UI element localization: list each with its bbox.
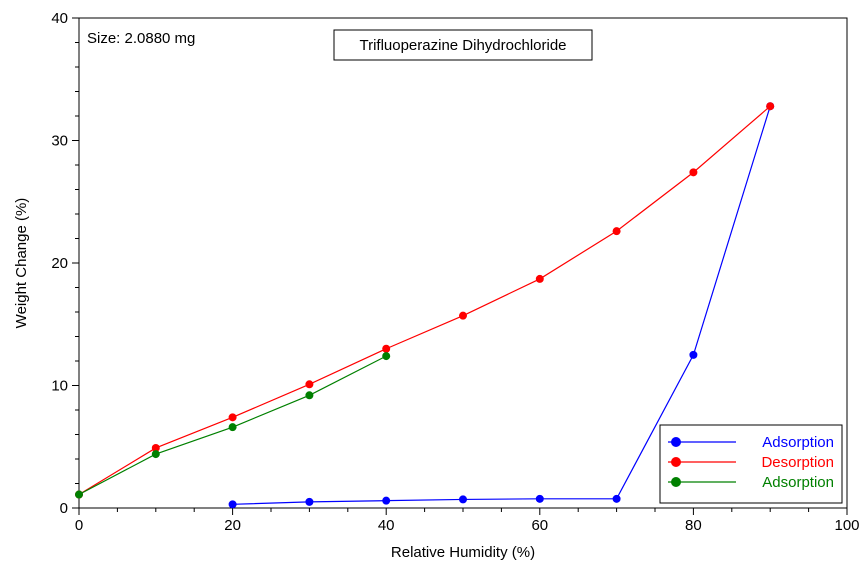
data-point [305, 497, 314, 506]
x-tick-label: 40 [378, 517, 395, 534]
data-point [382, 496, 391, 505]
chart-title: Trifluoperazine Dihydrochloride [359, 37, 566, 54]
y-tick-label: 30 [51, 133, 68, 150]
sample-size-annotation: Size: 2.0880 mg [87, 30, 195, 47]
y-tick-label: 20 [51, 255, 68, 272]
data-point [535, 494, 544, 503]
data-point [612, 494, 621, 503]
data-point [459, 495, 467, 504]
y-axis: 0 10 20 30 40 [51, 10, 79, 517]
legend-label: Desorption [761, 454, 834, 471]
data-point [766, 102, 775, 111]
legend-label: Adsorption [762, 434, 834, 451]
data-point [151, 443, 160, 452]
y-tick-label: 0 [60, 500, 68, 517]
x-tick-label: 80 [685, 517, 702, 534]
data-point [228, 423, 237, 432]
series-3-adsorption [75, 352, 391, 499]
series-line [78, 105, 771, 496]
y-tick-label: 10 [51, 378, 68, 395]
data-point [459, 311, 467, 320]
data-point [689, 350, 698, 359]
data-point [228, 413, 237, 422]
data-point [535, 274, 544, 283]
x-tick-label: 60 [531, 517, 548, 534]
data-point [382, 352, 391, 361]
legend: Adsorption Desorption Adsorption [659, 424, 843, 504]
legend-label: Adsorption [762, 474, 834, 491]
x-tick-label: 0 [75, 517, 83, 534]
series-2-desorption [75, 102, 775, 499]
data-point [382, 344, 391, 353]
series-line [232, 106, 771, 505]
y-tick-label: 40 [51, 10, 68, 27]
legend-marker [671, 477, 681, 487]
legend-marker [671, 457, 681, 467]
data-point [689, 168, 698, 177]
data-point [151, 450, 160, 459]
minor-ticks [75, 42, 810, 512]
title-box [333, 29, 593, 61]
series-layer [75, 102, 775, 509]
data-point [305, 380, 314, 389]
legend-box [659, 424, 843, 504]
data-point [75, 490, 83, 499]
legend-marker [671, 437, 681, 447]
y-axis-label: Weight Change (%) [13, 198, 30, 329]
data-point [305, 391, 314, 400]
x-axis-label: Relative Humidity (%) [391, 544, 535, 561]
x-tick-label: 100 [834, 517, 859, 534]
x-axis: 0 20 40 60 80 100 [75, 508, 860, 534]
data-point [228, 500, 237, 509]
x-tick-label: 20 [224, 517, 241, 534]
data-point [612, 227, 621, 236]
